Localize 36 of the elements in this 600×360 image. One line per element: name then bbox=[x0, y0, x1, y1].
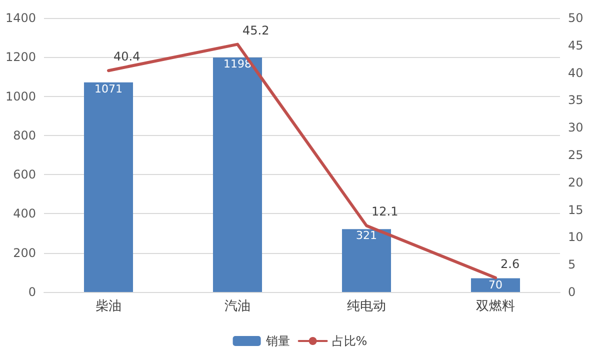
y2-tick-label: 5 bbox=[568, 258, 576, 272]
y-tick-label: 600 bbox=[13, 168, 36, 182]
y-tick-label: 0 bbox=[28, 285, 36, 299]
legend-label: 销量 bbox=[264, 334, 290, 348]
x-tick-label: 柴油 bbox=[96, 299, 122, 314]
y2-tick-label: 40 bbox=[568, 66, 584, 80]
bar bbox=[212, 58, 262, 292]
data-label: 1071 bbox=[94, 82, 122, 96]
data-label: 12.1 bbox=[372, 204, 398, 219]
y2-tick-label: 25 bbox=[568, 148, 584, 162]
x-tick-label: 汽油 bbox=[224, 299, 250, 314]
legend-label: 占比% bbox=[332, 334, 368, 348]
y2-tick-label: 45 bbox=[568, 38, 584, 52]
y2-tick-label: 0 bbox=[568, 285, 576, 299]
y2-tick-label: 15 bbox=[568, 202, 584, 217]
data-label: 40.4 bbox=[114, 50, 140, 64]
data-label: 70 bbox=[488, 278, 502, 292]
y2-tick-label: 50 bbox=[568, 11, 584, 25]
y-tick-label: 1400 bbox=[5, 11, 36, 25]
y2-tick-label: 10 bbox=[568, 230, 584, 244]
y2-tick-label: 20 bbox=[568, 175, 584, 190]
data-label: 2.6 bbox=[500, 256, 520, 271]
data-label: 321 bbox=[356, 229, 377, 242]
y-tick-label: 200 bbox=[13, 246, 36, 260]
bar bbox=[470, 278, 520, 292]
x-tick-label: 纯电动 bbox=[347, 299, 386, 314]
y-tick-label: 400 bbox=[13, 206, 36, 221]
bar bbox=[84, 82, 134, 292]
data-label: 45.2 bbox=[242, 23, 270, 38]
y-tick-label: 1000 bbox=[5, 89, 36, 104]
y2-tick-label: 30 bbox=[568, 120, 584, 135]
y-tick-label: 800 bbox=[13, 128, 36, 142]
y2-tick-label: 35 bbox=[568, 93, 584, 108]
y-tick-label: 1200 bbox=[5, 50, 36, 64]
bar bbox=[342, 229, 392, 292]
x-tick-label: 双燃料 bbox=[476, 299, 515, 314]
